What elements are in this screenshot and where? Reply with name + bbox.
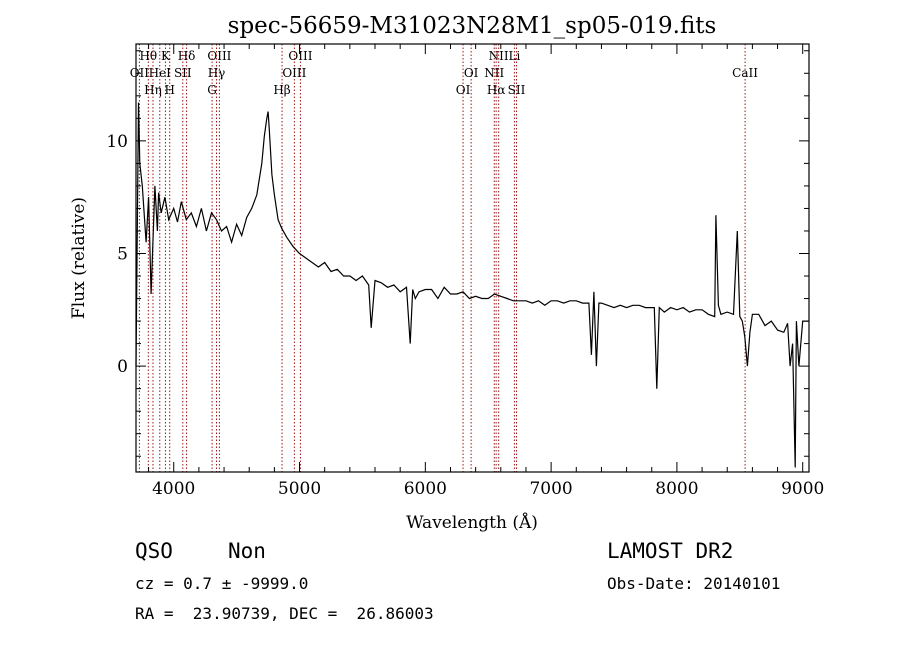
- emission-line-label: CaII: [732, 66, 758, 80]
- emission-line-label: Hα: [487, 83, 506, 97]
- y-tick-label: 0: [117, 357, 128, 377]
- emission-line-label: Hβ: [273, 83, 290, 97]
- emission-line-label: Hθ: [139, 49, 157, 63]
- object-subclass-label: Non: [228, 539, 266, 563]
- object-class-label: QSO: [135, 539, 173, 563]
- emission-line-label: OIII: [207, 49, 231, 63]
- survey-label: LAMOST DR2: [607, 539, 734, 563]
- x-tick-label: 7000: [529, 479, 572, 499]
- x-tick-label: 9000: [781, 479, 824, 499]
- emission-line-label: K: [161, 49, 171, 63]
- emission-line-label: OI: [456, 83, 471, 97]
- chart-title: spec-56659-M31023N28M1_sp05-019.fits: [228, 13, 717, 39]
- y-tick-label: 5: [117, 244, 128, 264]
- emission-line-label: OIII: [282, 66, 306, 80]
- emission-line-label: NII: [489, 49, 509, 63]
- axis-ticks-layer: 4000 5000 6000 7000 8000 9000 0 5 10: [106, 44, 824, 499]
- spectrum-series-line: [135, 102, 809, 468]
- emission-line-label: G: [207, 83, 217, 97]
- emission-line-label: H: [164, 83, 174, 97]
- x-tick-label: 8000: [655, 479, 698, 499]
- emission-line-label: Hδ: [178, 49, 196, 63]
- x-tick-label: 6000: [404, 479, 447, 499]
- emission-line-label: HeI: [149, 66, 172, 80]
- x-tick-label: 5000: [278, 479, 321, 499]
- emission-line-label: OI: [464, 66, 479, 80]
- emission-line-label: NII: [484, 66, 504, 80]
- emission-line-label: SII: [508, 83, 526, 97]
- x-tick-label: 4000: [152, 479, 195, 499]
- obs-date-label: Obs-Date: 20140101: [607, 574, 781, 593]
- emission-line-label: Hγ: [208, 66, 226, 80]
- y-tick-label: 10: [106, 132, 128, 152]
- plot-frame: [135, 43, 810, 473]
- redshift-label: cz = 0.7 ± -9999.0: [135, 574, 309, 593]
- emission-line-label: Li: [508, 49, 520, 63]
- emission-line-label: OIII: [288, 49, 312, 63]
- coordinates-label: RA = 23.90739, DEC = 26.86003: [135, 604, 434, 623]
- y-axis-label: Flux (relative): [69, 197, 89, 319]
- emission-line-label: Hη: [144, 83, 162, 97]
- x-axis-label: Wavelength (Å): [406, 512, 538, 533]
- emission-line-label: SII: [174, 66, 192, 80]
